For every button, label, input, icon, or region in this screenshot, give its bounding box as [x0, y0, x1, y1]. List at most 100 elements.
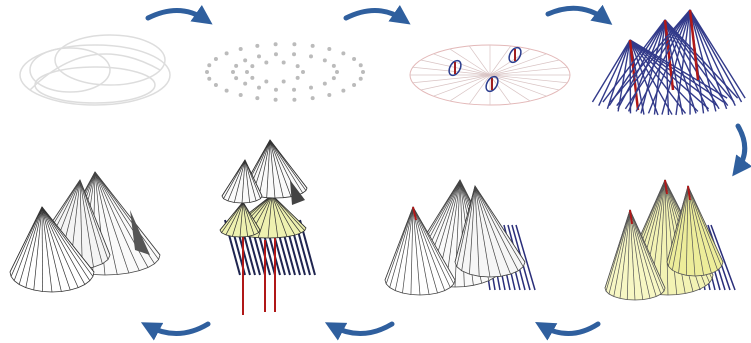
- cone-rib: [474, 185, 502, 277]
- cone-rib: [219, 201, 244, 231]
- cone-rib: [456, 185, 476, 267]
- membrane-structure: [384, 179, 536, 296]
- point: [234, 76, 239, 81]
- cone-rib: [461, 185, 476, 271]
- point: [281, 79, 286, 84]
- cable: [664, 19, 735, 103]
- point: [331, 63, 336, 68]
- cone-rib: [79, 179, 83, 270]
- point: [295, 64, 300, 69]
- mesh-line: [469, 45, 491, 76]
- cone-rib: [402, 206, 414, 294]
- mast: [688, 9, 700, 81]
- cone-rib: [619, 209, 631, 299]
- cone-rib: [629, 209, 666, 289]
- cone-rib: [412, 206, 451, 288]
- point: [205, 70, 209, 74]
- shadow: [290, 180, 305, 205]
- loop: [448, 59, 462, 77]
- cone-rib: [33, 206, 43, 291]
- point: [352, 83, 357, 88]
- cone-rib: [271, 194, 296, 236]
- cone-rib: [626, 209, 631, 300]
- cable: [606, 39, 631, 110]
- point: [264, 79, 269, 84]
- cone-rib: [79, 179, 103, 264]
- cone-rib: [685, 185, 689, 276]
- cone-rib: [412, 206, 438, 294]
- loop: [485, 75, 499, 93]
- point: [281, 60, 286, 65]
- cone-rib: [94, 171, 130, 274]
- loop: [508, 46, 522, 64]
- cone-rib: [41, 206, 79, 288]
- cone-rib: [629, 209, 644, 300]
- cone-rib: [474, 185, 524, 267]
- point: [255, 43, 260, 48]
- cone-rib: [25, 206, 43, 288]
- mast: [664, 179, 668, 195]
- mast: [629, 209, 633, 225]
- cone-rib: [79, 179, 111, 256]
- arrow: [545, 4, 613, 25]
- point: [238, 46, 243, 51]
- point: [213, 56, 218, 61]
- structure: [591, 9, 746, 116]
- cone-rib: [678, 185, 689, 274]
- point: [250, 75, 255, 80]
- cone-rib: [668, 185, 689, 267]
- point: [238, 93, 243, 98]
- cone-rib: [242, 201, 249, 237]
- cone-rib: [269, 139, 284, 198]
- cone-rib: [629, 209, 665, 292]
- cone-rib: [271, 194, 307, 229]
- sketch-curve: [34, 66, 156, 104]
- cable: [635, 9, 691, 112]
- point: [295, 75, 300, 80]
- cable: [515, 224, 536, 291]
- cone-rib: [271, 194, 288, 237]
- mesh-line: [489, 53, 547, 76]
- cone-rib: [384, 206, 414, 281]
- cone-rib: [412, 206, 455, 285]
- cone-rib: [223, 159, 246, 199]
- point: [273, 42, 278, 47]
- cone-rib: [474, 185, 519, 271]
- cable: [710, 224, 736, 291]
- point: [310, 43, 315, 48]
- cable: [617, 39, 631, 112]
- cable: [609, 9, 691, 103]
- point: [361, 70, 365, 74]
- mesh-plan: [409, 44, 571, 106]
- point: [243, 58, 248, 63]
- cable: [689, 9, 736, 106]
- point: [341, 51, 346, 56]
- cone-rib: [94, 171, 118, 275]
- cone-rib: [687, 185, 704, 276]
- cone-rib: [269, 139, 292, 197]
- point: [322, 58, 327, 63]
- cone-rib: [385, 206, 414, 284]
- cable: [647, 9, 691, 114]
- point: [234, 63, 239, 68]
- point: [335, 70, 339, 74]
- cone-rib: [271, 194, 279, 238]
- point: [207, 76, 212, 81]
- arrow: [535, 321, 601, 341]
- cone-rib: [664, 179, 678, 295]
- arrow: [343, 4, 411, 25]
- point: [358, 76, 363, 81]
- cone-rib: [241, 159, 246, 204]
- cone-rib: [244, 159, 261, 199]
- cone-rib: [79, 179, 94, 268]
- cone-rib: [266, 139, 271, 198]
- cone-rib: [242, 201, 259, 233]
- point: [292, 52, 297, 57]
- cable: [689, 9, 717, 112]
- cable: [598, 39, 631, 106]
- mesh-line: [433, 74, 491, 97]
- point: [224, 51, 229, 56]
- cone-rib: [629, 209, 657, 297]
- point: [331, 76, 336, 81]
